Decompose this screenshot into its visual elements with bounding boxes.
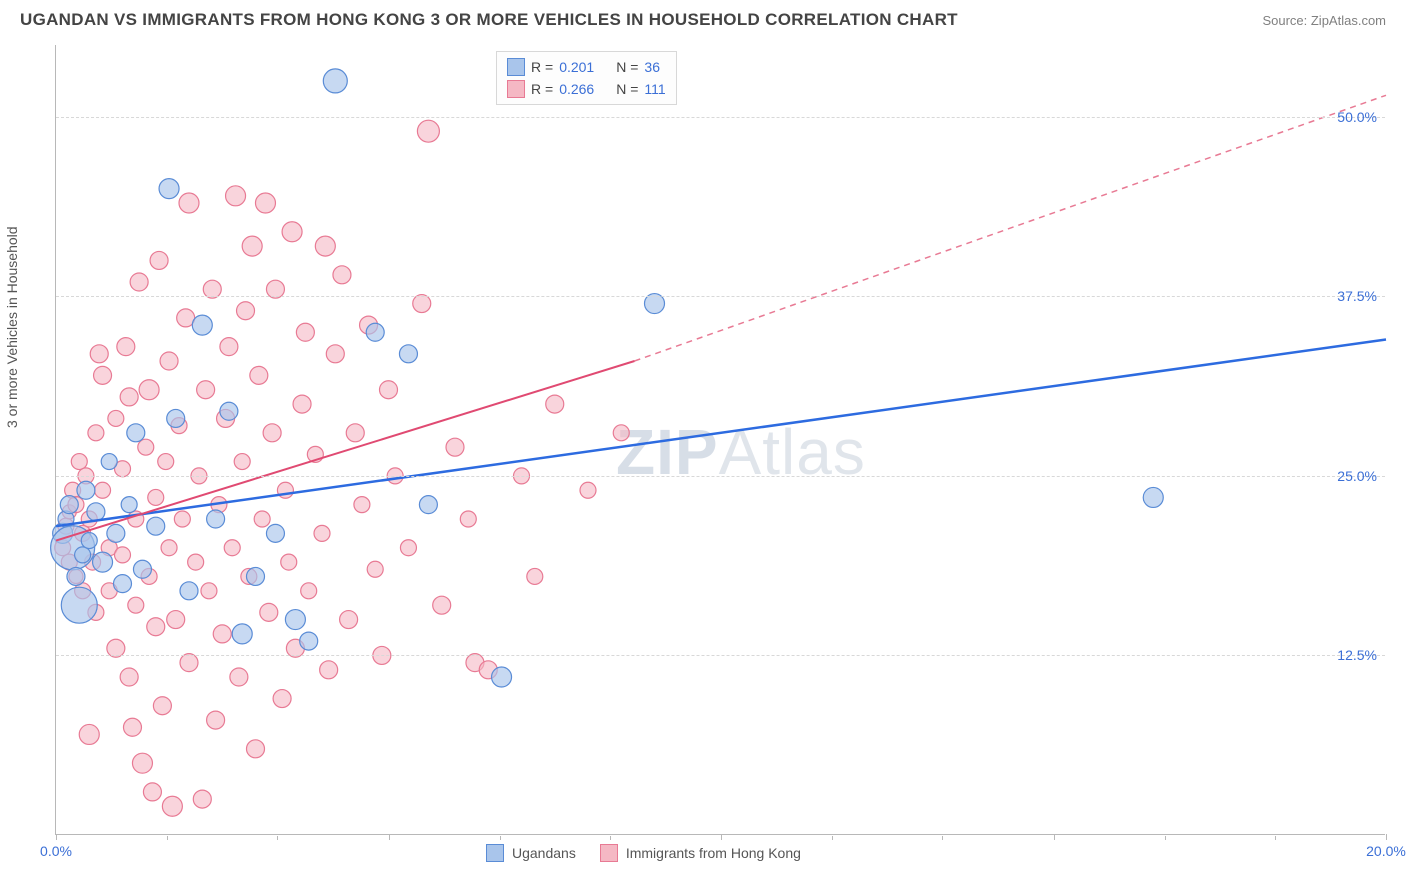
legend-square-pink — [507, 80, 525, 98]
n-label-pink: N = — [616, 81, 638, 97]
legend-square-blue-2 — [486, 844, 504, 862]
legend-series: Ugandans Immigrants from Hong Kong — [486, 844, 801, 862]
title-bar: UGANDAN VS IMMIGRANTS FROM HONG KONG 3 O… — [0, 0, 1406, 38]
r-label-pink: R = — [531, 81, 553, 97]
r-value-pink: 0.266 — [559, 81, 594, 97]
legend-square-pink-2 — [600, 844, 618, 862]
legend-item-blue: Ugandans — [486, 844, 576, 862]
chart-title: UGANDAN VS IMMIGRANTS FROM HONG KONG 3 O… — [20, 10, 958, 30]
y-tick-label: 25.0% — [1337, 468, 1377, 484]
legend-square-blue — [507, 58, 525, 76]
n-value-blue: 36 — [644, 59, 660, 75]
plot-svg — [56, 45, 1385, 834]
y-axis-label: 3 or more Vehicles in Household — [4, 226, 20, 428]
source-label: Source: ZipAtlas.com — [1262, 13, 1386, 28]
y-tick-label: 12.5% — [1337, 647, 1377, 663]
legend-item-pink: Immigrants from Hong Kong — [600, 844, 801, 862]
legend-stats-row-blue: R = 0.201 N = 36 — [507, 56, 666, 78]
legend-stats: R = 0.201 N = 36 R = 0.266 N = 111 — [496, 51, 677, 105]
chart-area: ZIPAtlas R = 0.201 N = 36 R = 0.266 N = … — [55, 45, 1385, 835]
n-value-pink: 111 — [644, 81, 665, 97]
y-tick-label: 50.0% — [1337, 109, 1377, 125]
legend-label-blue: Ugandans — [512, 845, 576, 861]
r-label-blue: R = — [531, 59, 553, 75]
y-tick-label: 37.5% — [1337, 288, 1377, 304]
legend-stats-row-pink: R = 0.266 N = 111 — [507, 78, 666, 100]
n-label-blue: N = — [616, 59, 638, 75]
r-value-blue: 0.201 — [559, 59, 594, 75]
x-tick-label: 20.0% — [1366, 843, 1406, 859]
legend-label-pink: Immigrants from Hong Kong — [626, 845, 801, 861]
x-tick-label: 0.0% — [40, 843, 72, 859]
